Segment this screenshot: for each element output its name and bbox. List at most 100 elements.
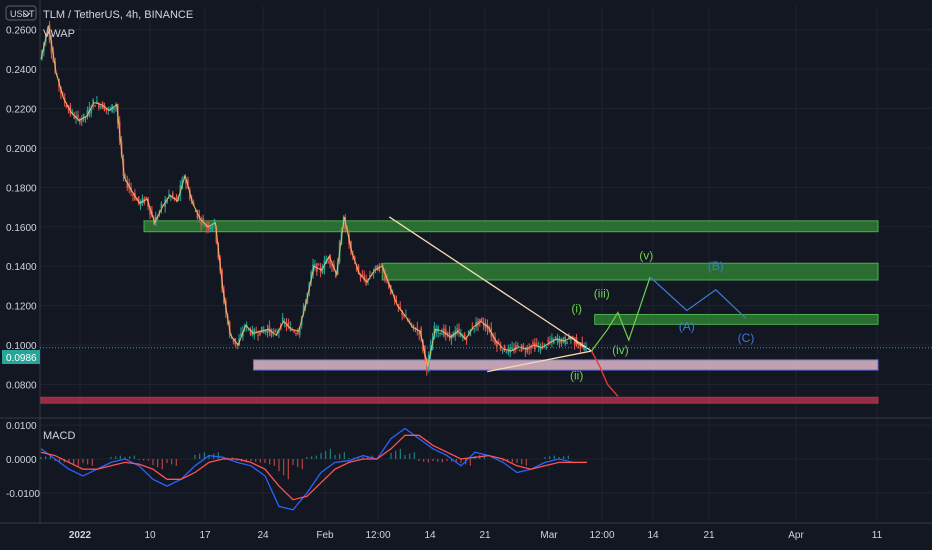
x-tick-label: 2022	[69, 530, 92, 541]
candle-body	[516, 344, 519, 347]
candle-body	[365, 279, 367, 285]
vwap-path	[40, 25, 588, 367]
last-price-label: 0.0986	[6, 353, 37, 364]
candle-body	[437, 326, 439, 333]
wave-label: (C)	[738, 331, 755, 345]
candle-body	[444, 328, 447, 336]
wave-label: (v)	[639, 248, 653, 262]
candle-body	[297, 332, 299, 335]
candle-body	[403, 315, 405, 317]
candle-body	[207, 226, 210, 229]
candle-body	[230, 338, 233, 340]
candle-body	[115, 105, 117, 107]
candle-body	[264, 329, 267, 333]
x-tick-label: 24	[257, 530, 269, 541]
currency-badge[interactable]	[5, 5, 37, 21]
candle-body	[321, 268, 324, 274]
macd-y-tick-label: 0.0000	[6, 455, 37, 466]
candle-body	[571, 336, 574, 338]
candle-body	[359, 276, 362, 278]
candle-body	[496, 341, 498, 347]
candle-body	[363, 275, 366, 280]
candle-body	[139, 200, 142, 206]
candle-body	[465, 339, 468, 341]
candle-body	[380, 263, 383, 265]
candle-body	[357, 265, 360, 274]
candle-body	[551, 337, 553, 342]
support-resistance-zones	[40, 220, 879, 404]
y-tick-label: 0.1800	[6, 183, 37, 194]
candle-body	[418, 330, 421, 335]
candle-body	[293, 330, 295, 333]
candle-body	[535, 343, 538, 347]
candle-body	[401, 310, 403, 316]
candle-body	[135, 199, 138, 201]
zone-green	[381, 262, 879, 281]
candle-body	[211, 225, 214, 229]
candle-body	[249, 330, 252, 335]
indicator-label-vwap: VWAP	[43, 28, 75, 40]
x-tick-label: Feb	[316, 530, 334, 541]
candle-body	[458, 328, 460, 332]
signal-line	[40, 434, 587, 501]
candle-body	[395, 300, 398, 302]
candle-body	[446, 332, 449, 334]
candle-body	[73, 116, 75, 119]
candle-body	[90, 108, 93, 114]
correction-path	[649, 276, 747, 319]
bearish-path	[590, 350, 619, 397]
candle-body	[473, 328, 475, 330]
wave-projection: (i) (ii) (iii) (iv) (v) (A) (B) (C)	[570, 248, 755, 397]
zone-green	[594, 313, 879, 325]
chevron-down-icon[interactable]	[23, 12, 31, 17]
y-tick-label: 0.2200	[6, 105, 37, 116]
macd-line	[40, 427, 587, 511]
candle-body	[331, 263, 333, 267]
candle-body	[194, 210, 197, 212]
candle-body	[556, 338, 559, 343]
candle-body	[160, 203, 163, 208]
candle-body	[528, 347, 530, 350]
candle-body	[388, 283, 390, 288]
zone-pink	[252, 359, 879, 371]
candle-body	[240, 332, 242, 337]
x-tick-label: Apr	[788, 530, 804, 541]
wave-label: (ii)	[570, 369, 583, 383]
y-tick-label: 0.1000	[6, 341, 37, 352]
candle-body	[562, 337, 565, 343]
candle-body	[448, 331, 451, 338]
candle-body	[456, 328, 458, 334]
candle-body	[200, 221, 202, 225]
candle-body	[149, 206, 151, 215]
candle-body	[583, 347, 585, 351]
candle-body	[266, 328, 269, 334]
candle-body	[355, 266, 358, 270]
candle-body	[132, 194, 134, 196]
candle-body	[86, 109, 89, 117]
candle-body	[298, 326, 301, 335]
x-tick-label: 12:00	[365, 530, 390, 541]
candle-body	[261, 326, 263, 333]
candle-body	[378, 265, 381, 271]
y-tick-label: 0.1400	[6, 262, 37, 273]
candle-body	[168, 194, 170, 196]
candle-body	[71, 111, 74, 113]
candle-body	[166, 199, 168, 203]
candle-body	[570, 337, 572, 341]
candle-body	[429, 344, 432, 355]
candle-body	[79, 119, 81, 124]
wave-label: (A)	[679, 319, 695, 333]
candle-body	[547, 340, 549, 342]
x-tick-label: 21	[479, 530, 491, 541]
candle-body	[494, 337, 496, 344]
candle-body	[77, 114, 79, 118]
candle-body	[262, 329, 265, 333]
impulse-path	[591, 276, 651, 352]
candle-body	[92, 99, 94, 105]
candle-body	[526, 347, 529, 352]
candle-body	[581, 341, 584, 345]
candle-body	[545, 346, 548, 349]
candle-body	[278, 330, 280, 333]
candle-body	[213, 219, 216, 224]
